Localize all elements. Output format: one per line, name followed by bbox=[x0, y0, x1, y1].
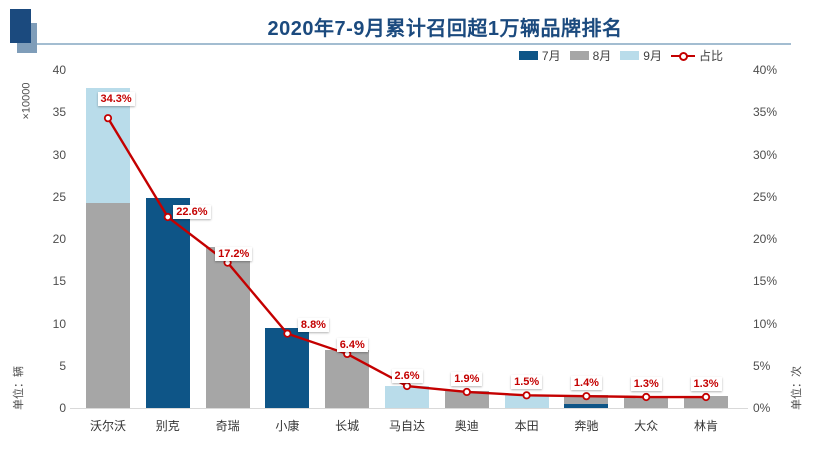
left-axis-tick: 40 bbox=[52, 63, 66, 77]
right-axis-tick: 5% bbox=[753, 358, 771, 373]
category-label-大众: 大众 bbox=[634, 419, 659, 433]
category-label-别克: 别克 bbox=[155, 419, 180, 433]
bar-segment-别克-7月 bbox=[145, 197, 190, 408]
category-label-沃尔沃: 沃尔沃 bbox=[89, 419, 126, 433]
right-axis-tick: 10% bbox=[753, 316, 778, 331]
left-axis-tick: 30 bbox=[52, 147, 66, 162]
ratio-data-label: 1.3% bbox=[630, 377, 662, 392]
legend-label-july: 7月 bbox=[541, 49, 561, 63]
legend-item-august: 8月 bbox=[569, 47, 612, 64]
legend-item-july: 7月 bbox=[518, 47, 561, 64]
left-axis-tick: 35 bbox=[52, 105, 66, 120]
right-axis-tick: 15% bbox=[753, 274, 778, 289]
bar-segment-沃尔沃-8月 bbox=[86, 202, 130, 408]
bar-segment-大众-8月 bbox=[624, 396, 669, 408]
category-label-本田: 本田 bbox=[514, 419, 539, 433]
legend-swatch-july bbox=[518, 51, 538, 60]
right-axis-tick: 35% bbox=[753, 105, 778, 120]
page-title: 2020年7-9月累计召回超1万辆品牌排名 bbox=[267, 18, 623, 40]
legend-line-marker-icon bbox=[670, 51, 695, 61]
right-axis-tick: 20% bbox=[753, 232, 778, 246]
ratio-data-label: 1.3% bbox=[690, 377, 722, 392]
category-label-马自达: 马自达 bbox=[388, 419, 425, 433]
ratio-data-label: 1.5% bbox=[511, 375, 543, 390]
ratio-data-label: 1.4% bbox=[570, 376, 602, 391]
x-axis-line bbox=[70, 408, 748, 409]
category-label-奥迪: 奥迪 bbox=[454, 419, 479, 433]
ratio-data-label: 22.6% bbox=[173, 205, 211, 220]
ratio-data-label: 8.8% bbox=[297, 317, 329, 332]
bar-segment-小康-7月 bbox=[265, 327, 310, 408]
bar-segment-本田-9月 bbox=[504, 395, 549, 408]
left-axis-tick: 5 bbox=[59, 358, 66, 373]
bar-segment-长城-8月 bbox=[325, 349, 370, 408]
legend-label-ratio: 占比 bbox=[698, 49, 723, 63]
bar-segment-奔驰-7月 bbox=[564, 404, 609, 408]
ratio-data-label: 17.2% bbox=[215, 246, 253, 261]
left-axis-tick: 15 bbox=[52, 274, 66, 289]
bar-segment-奇瑞-8月 bbox=[205, 247, 250, 408]
legend-label-september: 9月 bbox=[643, 49, 662, 63]
legend-label-august: 8月 bbox=[592, 49, 612, 63]
left-axis-tick: 20 bbox=[52, 232, 66, 246]
bar-segment-奥迪-8月 bbox=[444, 391, 489, 408]
chart-legend: 7月 8月 9月 占比 bbox=[518, 47, 723, 64]
legend-item-ratio: 占比 bbox=[670, 47, 723, 64]
category-label-奇瑞: 奇瑞 bbox=[215, 419, 240, 433]
right-axis-tick: 25% bbox=[753, 189, 778, 204]
ratio-data-label: 34.3% bbox=[97, 92, 135, 107]
bar-segment-奔驰-8月 bbox=[564, 395, 609, 405]
right-axis-tick: 40% bbox=[753, 63, 778, 77]
legend-swatch-september bbox=[620, 51, 640, 60]
bar-segment-林肯-8月 bbox=[684, 396, 728, 408]
bar-segment-马自达-9月 bbox=[385, 386, 429, 408]
category-label-小康: 小康 bbox=[275, 419, 300, 433]
legend-item-september: 9月 bbox=[620, 47, 662, 64]
left-axis-tick: 0 bbox=[59, 401, 66, 415]
left-axis-tick: 10 bbox=[52, 316, 66, 331]
ratio-data-label: 2.6% bbox=[391, 369, 423, 384]
legend-swatch-august bbox=[569, 51, 589, 60]
category-label-奔驰: 奔驰 bbox=[574, 419, 599, 433]
right-axis-tick: 0% bbox=[753, 401, 771, 415]
left-axis-tick: 25 bbox=[52, 189, 66, 204]
right-axis-tick: 30% bbox=[753, 147, 778, 162]
deco-square-dark bbox=[10, 9, 31, 43]
ratio-data-label: 1.9% bbox=[451, 371, 483, 386]
title-underline bbox=[33, 43, 791, 45]
category-label-林肯: 林肯 bbox=[693, 419, 718, 433]
category-label-长城: 长城 bbox=[335, 419, 360, 433]
ratio-data-label: 6.4% bbox=[336, 337, 368, 352]
ratio-line bbox=[106, 117, 706, 399]
